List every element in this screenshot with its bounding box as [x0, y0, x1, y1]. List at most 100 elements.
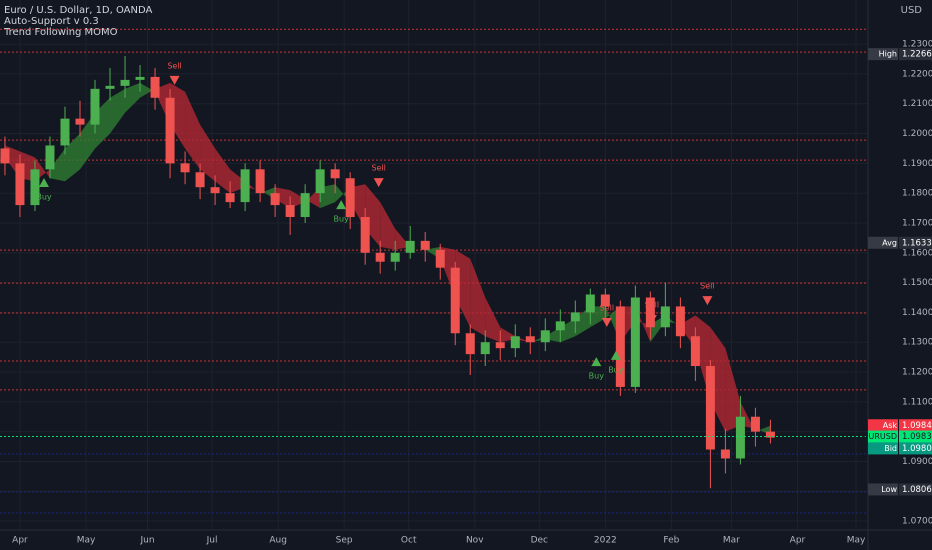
candle-body [150, 76, 160, 98]
candle-body [705, 366, 715, 450]
candle-body [225, 193, 235, 203]
ribbon-segment [80, 112, 96, 170]
signals: Buy Sell Buy Sell Buy Sell Buy Sell Sell [36, 61, 714, 380]
signal-label: Buy [608, 365, 624, 374]
y-tick-label: 1.11000 [902, 397, 932, 407]
signal-marker [601, 317, 612, 327]
candle-body [165, 97, 175, 164]
marker-value: 1.08060 [902, 485, 932, 495]
x-tick-label: Aug [269, 536, 287, 546]
candle-body [765, 431, 775, 438]
markers: High 1.22664 Avg 1.16336 Ask 1.09845 EURUSD 1.0… [0, 48, 932, 496]
marker-value: 1.16336 [902, 238, 932, 248]
ribbon-segment [185, 91, 201, 170]
signal-label: Sell [167, 61, 181, 70]
candle-body [255, 169, 265, 194]
candle-body [660, 306, 670, 328]
candle-body [105, 85, 115, 89]
marker-value: 1.09806 [902, 444, 932, 454]
x-tick-label: May [77, 536, 96, 546]
ribbon-segment [275, 187, 291, 209]
ribbon-segment [200, 124, 216, 182]
candle-body [195, 172, 205, 188]
signal-label: Buy [334, 215, 350, 224]
y-tick-label: 1.19000 [902, 159, 932, 169]
axes: 1.23000 1.22000 1.21000 1.20000 1.19000 1.180… [12, 40, 932, 546]
candles [0, 56, 775, 489]
marker-name: Avg [882, 238, 897, 247]
y-tick-label: 1.14000 [902, 308, 932, 318]
candle-body [675, 306, 685, 337]
candle-body [720, 449, 730, 459]
marker-name-box [868, 236, 898, 249]
marker-value-box [899, 430, 932, 443]
candle-body [270, 193, 280, 206]
candle-body [285, 205, 295, 218]
candle-body [135, 76, 145, 80]
ribbon-segment [140, 82, 156, 98]
x-tick-label: Jul [206, 536, 218, 546]
candle-body [60, 118, 70, 146]
y-tick-label: 1.20000 [902, 129, 932, 139]
y-tick-label: 1.12000 [902, 368, 932, 378]
candle-body [360, 217, 370, 253]
signal-marker [336, 200, 347, 210]
ribbon-segment [125, 82, 141, 113]
candle-body [45, 145, 55, 170]
x-tick-label: Sep [336, 536, 353, 546]
candle-body [750, 416, 760, 432]
marker-name: Low [881, 485, 897, 494]
candle-body [570, 312, 580, 322]
marker-name-box [868, 48, 898, 61]
signal-label: Sell [645, 300, 659, 309]
marker-value-box [899, 236, 932, 249]
candle-body [450, 267, 460, 334]
ribbon-segment [335, 184, 351, 203]
x-tick-label: Dec [531, 536, 548, 546]
x-tick-label: Nov [466, 536, 484, 546]
candle-body [495, 342, 505, 349]
ribbon-segment [110, 88, 126, 134]
signal-marker [169, 75, 180, 85]
candle-body [75, 118, 85, 125]
y-tick-label: 1.18000 [902, 189, 932, 199]
signal-label: Sell [600, 303, 614, 312]
marker-name-box [868, 419, 898, 432]
candle-body [540, 330, 550, 343]
candle-body [315, 169, 325, 194]
indicator-name: Trend Following MOMO [3, 27, 118, 38]
marker-value-box [899, 483, 932, 496]
signal-marker [702, 296, 713, 306]
marker-value-box [899, 442, 932, 455]
candle-body [240, 169, 250, 203]
ribbon-segment [290, 190, 306, 209]
grid [0, 0, 868, 530]
y-tick-label: 1.17000 [902, 218, 932, 228]
marker-name: High [879, 50, 897, 59]
ribbon-segment [560, 318, 576, 343]
marker-value: 1.22664 [902, 50, 932, 60]
candle-body [615, 306, 625, 387]
currency: USD [901, 5, 923, 16]
ribbon-segment [470, 258, 486, 337]
x-tick-label: Apr [12, 536, 28, 546]
marker-value: 1.09835 [902, 432, 932, 442]
candle-body [630, 297, 640, 387]
x-tick-label: Jun [140, 536, 155, 546]
marker-name: Ask [883, 421, 898, 430]
x-tick-label: Oct [401, 536, 417, 546]
x-tick-label: Mar [723, 536, 740, 546]
signal-marker [373, 178, 384, 188]
marker-name: Bid [884, 444, 897, 453]
marker-value-box [899, 48, 932, 61]
ribbon-segment [725, 348, 741, 432]
signal-marker [591, 357, 602, 367]
marker-name-box [868, 430, 898, 443]
candle-body [0, 148, 10, 164]
candle-body [375, 252, 385, 262]
candle-body [90, 88, 100, 125]
y-tick-label: 1.16000 [902, 248, 932, 258]
candle-body [435, 249, 445, 268]
candle-body [600, 294, 610, 307]
